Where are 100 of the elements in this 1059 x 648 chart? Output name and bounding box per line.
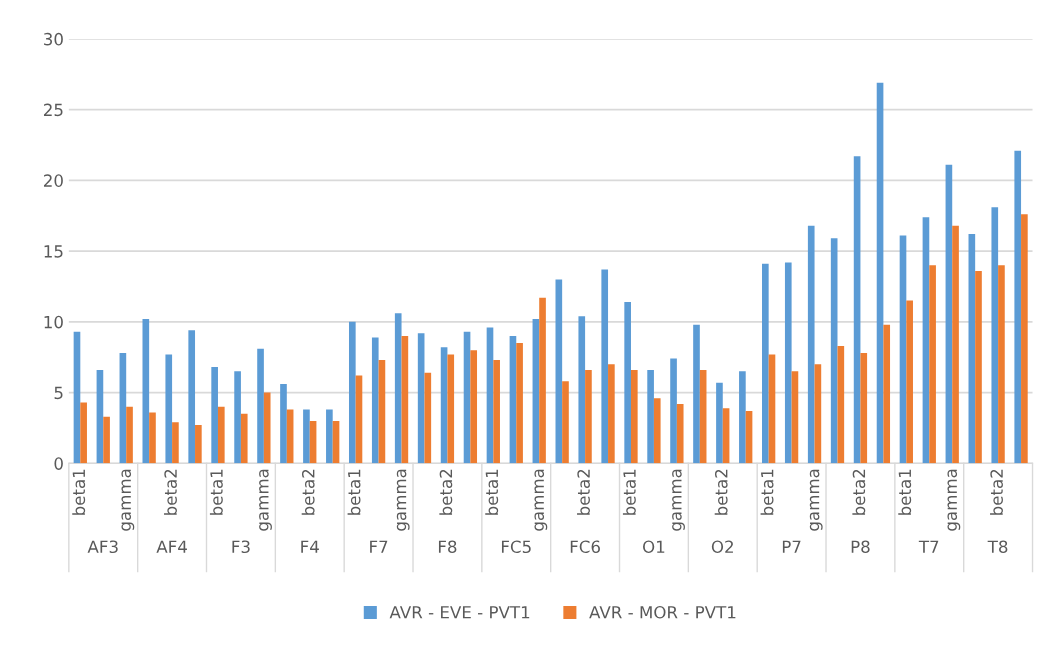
bar <box>217 406 225 464</box>
y-tick-label: 30 <box>44 32 63 46</box>
bar <box>998 265 1005 464</box>
x-tick-label: beta1 <box>760 469 774 515</box>
x-tick-label: beta2 <box>714 469 728 515</box>
bar <box>906 300 913 464</box>
bar <box>280 384 287 464</box>
bar <box>860 352 868 464</box>
bar <box>945 164 953 464</box>
x-tick-label: beta1 <box>209 469 223 515</box>
bar <box>1014 150 1022 464</box>
text: AF4 <box>156 540 187 553</box>
bar <box>876 82 884 464</box>
bar <box>562 381 569 464</box>
bar <box>470 350 478 464</box>
bar <box>676 403 684 464</box>
bar <box>371 337 379 464</box>
bar <box>211 367 218 464</box>
legend-label: AVR - EVE - PVT1 <box>389 606 530 619</box>
x-tick-label: beta1 <box>898 469 912 515</box>
text: AF3 <box>87 540 118 554</box>
bar <box>814 364 822 464</box>
bar <box>578 316 586 464</box>
bar <box>119 352 127 464</box>
text: F3 <box>232 540 250 554</box>
bar <box>378 360 386 464</box>
bar <box>263 392 271 464</box>
x-tick-label: gamma <box>947 469 961 531</box>
bar <box>975 270 982 464</box>
bar <box>647 369 654 464</box>
bar <box>165 354 173 464</box>
bar <box>240 413 248 464</box>
bar <box>555 279 563 464</box>
y-tick-label: 0 <box>54 457 63 470</box>
bar <box>991 207 999 464</box>
x-tick-label: gamma <box>121 469 135 531</box>
y-tick-label: 25 <box>43 103 63 117</box>
bar <box>447 354 455 464</box>
bar <box>784 262 792 464</box>
bar <box>624 302 631 464</box>
bar <box>762 263 769 464</box>
x-tick-label: gamma <box>809 469 823 531</box>
x-tick-label: beta1 <box>72 469 86 515</box>
bar <box>745 410 753 464</box>
bar <box>348 321 356 464</box>
bar <box>394 313 402 464</box>
y-tick-label: 15 <box>44 245 63 258</box>
bar <box>952 225 959 464</box>
x-tick-label: beta2 <box>577 469 590 515</box>
text: FC5 <box>501 540 531 554</box>
x-tick-label: beta2 <box>439 469 453 515</box>
bar <box>585 369 592 464</box>
y-tick-label: 5 <box>54 386 63 400</box>
legend-label: AVR - MOR - PVT1 <box>589 605 736 619</box>
x-tick-label: gamma <box>534 469 548 531</box>
text: T7 <box>918 540 939 553</box>
x-tick-label: beta2 <box>990 469 1003 515</box>
x-tick-label: gamma <box>396 469 410 531</box>
bar <box>1021 214 1028 464</box>
text: F4 <box>301 540 319 553</box>
bar <box>532 319 540 464</box>
bar <box>73 331 81 464</box>
bar <box>670 358 677 464</box>
y-tick-label: 20 <box>43 174 63 187</box>
bar <box>234 371 241 464</box>
text: P7 <box>782 540 801 553</box>
bar <box>929 265 936 464</box>
bar <box>539 297 546 464</box>
bar <box>103 416 110 464</box>
bar <box>699 369 707 464</box>
x-tick-label: beta1 <box>347 469 361 515</box>
text: F7 <box>370 540 388 553</box>
bar <box>830 238 838 464</box>
text: O1 <box>643 540 665 554</box>
bar <box>149 412 156 464</box>
text: FC6 <box>570 540 600 554</box>
bar <box>257 348 264 464</box>
bar <box>172 422 179 464</box>
x-tick-label: beta2 <box>164 469 177 515</box>
x-tick-label: gamma <box>672 469 685 531</box>
bar <box>96 369 104 464</box>
x-tick-label: gamma <box>259 469 272 531</box>
bar <box>807 225 815 464</box>
bar <box>509 335 517 464</box>
y-tick-label: 10 <box>44 315 63 329</box>
bar <box>883 324 891 464</box>
bar <box>722 408 730 464</box>
bar <box>791 371 799 464</box>
bar <box>424 372 432 464</box>
text: O2 <box>711 540 733 554</box>
text: P8 <box>851 540 870 554</box>
bar <box>739 371 746 464</box>
bar <box>486 327 494 464</box>
bar <box>837 345 845 464</box>
x-tick-label: beta1 <box>622 469 636 515</box>
bar <box>440 347 448 464</box>
x-tick-label: beta1 <box>485 469 499 515</box>
bar <box>601 269 609 464</box>
bar <box>80 402 87 464</box>
bar <box>516 343 523 464</box>
